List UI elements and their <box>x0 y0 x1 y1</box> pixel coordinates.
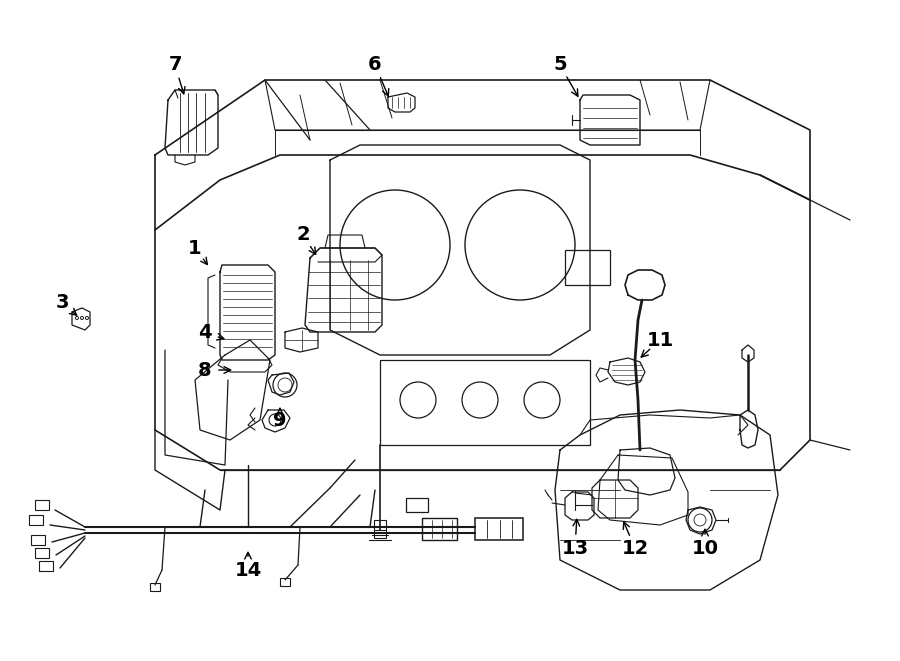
Text: 9: 9 <box>274 410 287 430</box>
Text: 14: 14 <box>234 561 262 580</box>
Text: 11: 11 <box>646 330 673 350</box>
Bar <box>31 535 45 545</box>
Text: 13: 13 <box>562 539 589 557</box>
Text: 8: 8 <box>198 360 212 379</box>
Bar <box>475 518 523 540</box>
Text: 4: 4 <box>198 323 212 342</box>
Bar <box>565 250 610 285</box>
Text: 1: 1 <box>188 239 202 258</box>
Text: 2: 2 <box>296 225 310 245</box>
Bar <box>29 515 43 525</box>
Text: 12: 12 <box>621 539 649 557</box>
Bar <box>35 548 49 558</box>
Text: 5: 5 <box>554 56 567 75</box>
Bar <box>374 520 386 538</box>
Bar <box>35 500 49 510</box>
Text: 7: 7 <box>168 56 182 75</box>
Bar <box>422 518 457 540</box>
Text: 3: 3 <box>55 293 68 313</box>
Bar <box>39 561 53 571</box>
Text: 6: 6 <box>368 56 382 75</box>
Bar <box>150 583 160 591</box>
Text: 10: 10 <box>691 539 718 557</box>
Bar <box>380 360 590 445</box>
Bar <box>280 578 290 586</box>
Bar <box>406 498 428 512</box>
